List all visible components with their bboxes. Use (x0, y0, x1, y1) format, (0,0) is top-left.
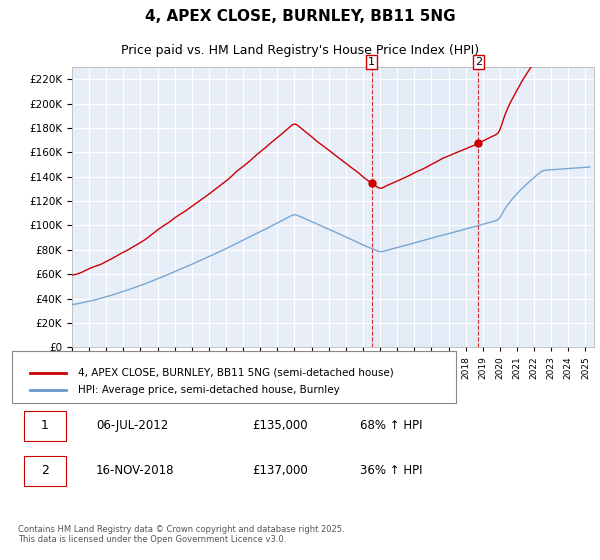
Text: 68% ↑ HPI: 68% ↑ HPI (360, 419, 422, 432)
FancyBboxPatch shape (12, 352, 456, 403)
Text: 2: 2 (475, 57, 482, 67)
Text: Contains HM Land Registry data © Crown copyright and database right 2025.
This d: Contains HM Land Registry data © Crown c… (18, 525, 344, 544)
Text: 1: 1 (368, 57, 375, 67)
Text: 4, APEX CLOSE, BURNLEY, BB11 5NG (semi-detached house): 4, APEX CLOSE, BURNLEY, BB11 5NG (semi-d… (78, 368, 394, 378)
Text: HPI: Average price, semi-detached house, Burnley: HPI: Average price, semi-detached house,… (78, 385, 340, 395)
Text: Price paid vs. HM Land Registry's House Price Index (HPI): Price paid vs. HM Land Registry's House … (121, 44, 479, 57)
FancyBboxPatch shape (24, 456, 66, 486)
Text: 16-NOV-2018: 16-NOV-2018 (96, 464, 175, 477)
Text: 2: 2 (41, 464, 49, 477)
Text: 36% ↑ HPI: 36% ↑ HPI (360, 464, 422, 477)
Text: £137,000: £137,000 (252, 464, 308, 477)
Text: £135,000: £135,000 (252, 419, 308, 432)
Text: 06-JUL-2012: 06-JUL-2012 (96, 419, 168, 432)
FancyBboxPatch shape (24, 411, 66, 441)
Bar (371, 67, 478, 347)
Text: 4, APEX CLOSE, BURNLEY, BB11 5NG: 4, APEX CLOSE, BURNLEY, BB11 5NG (145, 10, 455, 24)
Text: 1: 1 (41, 419, 49, 432)
